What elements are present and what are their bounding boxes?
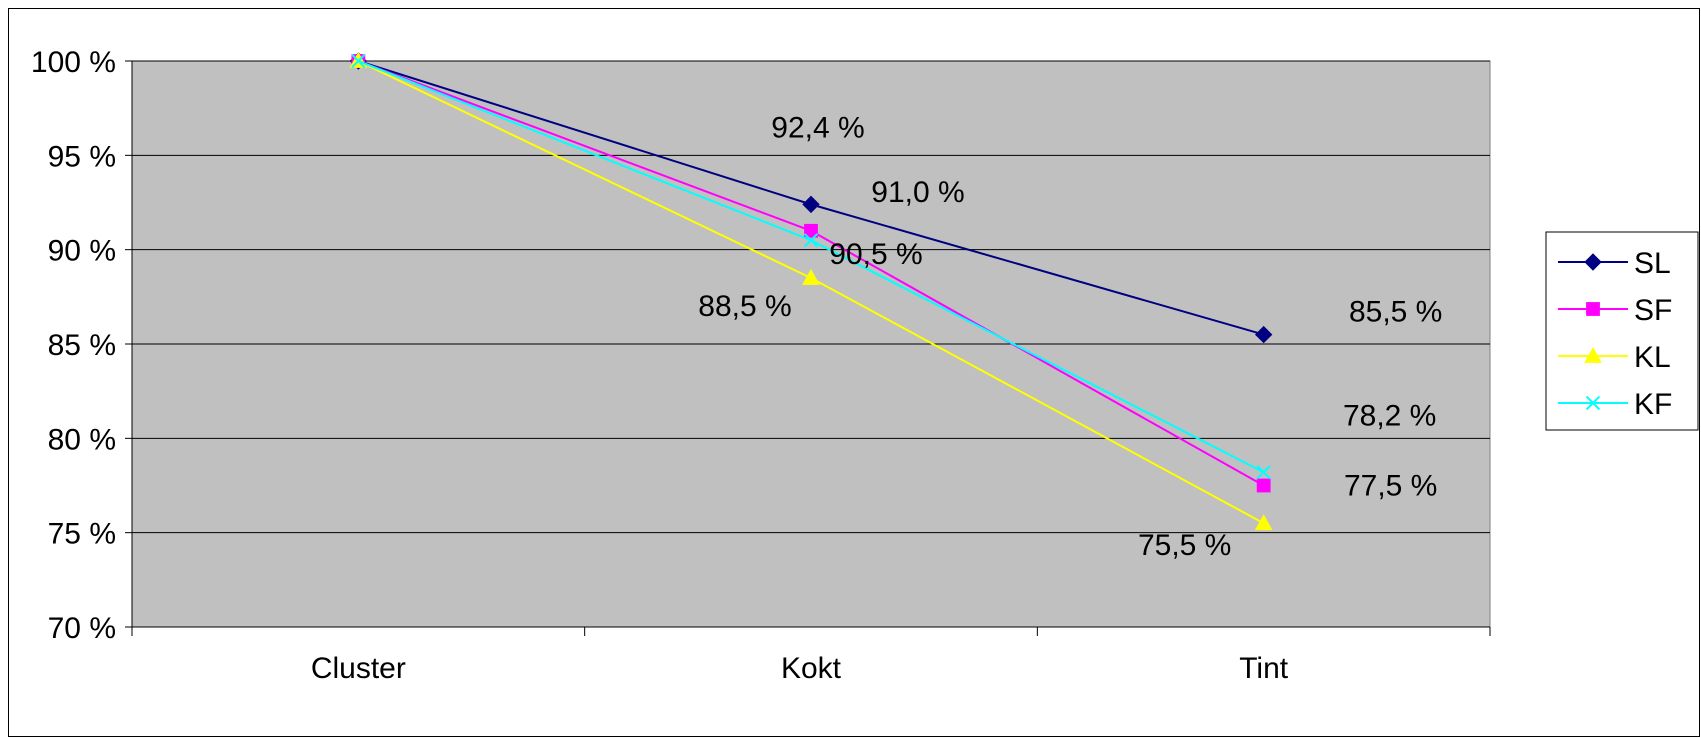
legend: SL SF KL KF	[1545, 231, 1699, 431]
marker-stroke	[1585, 395, 1601, 411]
y-tick-label: 90 %	[48, 235, 116, 268]
data-label: 75,5 %	[1138, 529, 1231, 562]
marker-stroke	[803, 233, 819, 248]
y-tick-label: 95 %	[48, 140, 116, 173]
series-group	[349, 51, 1273, 531]
data-point-sf	[804, 223, 818, 238]
legend-entry-kf: KF	[1558, 388, 1672, 421]
data-label: 77,5 %	[1344, 470, 1437, 503]
legend-marker-icon	[1586, 302, 1600, 316]
data-point-kf	[1256, 465, 1271, 480]
marker-stroke	[1256, 465, 1271, 480]
legend-label: KF	[1634, 388, 1672, 421]
data-label: 91,0 %	[871, 176, 964, 209]
legend-label: SF	[1634, 294, 1672, 327]
legend-marker-icon	[1584, 346, 1602, 363]
x-tick-label: Cluster	[311, 652, 406, 685]
legend-entry-sf: SF	[1558, 294, 1672, 327]
y-tick-label: 85 %	[48, 329, 116, 362]
data-label: 78,2 %	[1343, 399, 1436, 432]
data-label: 85,5 %	[1349, 296, 1442, 329]
data-label: 90,5 %	[829, 238, 922, 271]
data-point-sl	[1254, 325, 1273, 344]
y-tick-label: 80 %	[48, 423, 116, 456]
data-label: 88,5 %	[698, 290, 791, 323]
series-kf	[351, 53, 1271, 480]
x-tick-label: Tint	[1239, 652, 1289, 685]
legend-box	[1545, 231, 1699, 431]
data-point-sl	[802, 195, 820, 214]
marker-stroke	[351, 53, 366, 69]
y-tick-label: 70 %	[48, 612, 116, 645]
data-label: 92,4 %	[771, 111, 864, 144]
x-tick-label: Kokt	[781, 652, 842, 685]
data-point-kf	[803, 233, 819, 248]
legend-entry-kl: KL	[1558, 341, 1671, 374]
legend-entry-sl: SL	[1558, 247, 1671, 280]
y-tick-label: 75 %	[48, 518, 116, 551]
axes: 100 % 95 % 90 % 85 % 80 % 75 % 70 % Cluster Kokt…	[31, 46, 1491, 685]
data-point-kf	[351, 53, 366, 69]
legend-marker-icon	[1584, 253, 1602, 271]
legend-marker-icon	[1585, 395, 1601, 411]
data-labels: 92,4 %91,0 % 90,5 % 88,5 % 85,5 % 78,2 % 77,5…	[698, 111, 1442, 562]
data-point-kl	[802, 268, 820, 285]
data-point-kl	[1254, 514, 1273, 531]
y-tick-label: 100 %	[31, 46, 116, 79]
data-point-sf	[1256, 478, 1271, 493]
legend-label: SL	[1634, 247, 1671, 280]
legend-label: KL	[1634, 341, 1671, 374]
